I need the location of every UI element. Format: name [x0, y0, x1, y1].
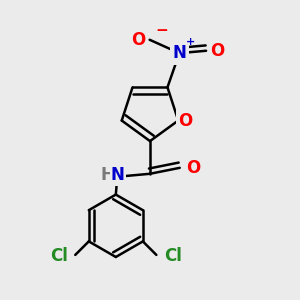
Text: O: O	[178, 112, 193, 130]
Text: O: O	[186, 159, 200, 177]
Text: −: −	[155, 23, 168, 38]
Text: +: +	[186, 38, 195, 47]
Text: H: H	[100, 166, 114, 184]
Text: N: N	[111, 166, 125, 184]
Text: Cl: Cl	[164, 248, 182, 266]
Text: Cl: Cl	[50, 248, 68, 266]
Text: N: N	[172, 44, 186, 62]
Text: O: O	[211, 42, 225, 60]
Text: O: O	[131, 31, 145, 49]
